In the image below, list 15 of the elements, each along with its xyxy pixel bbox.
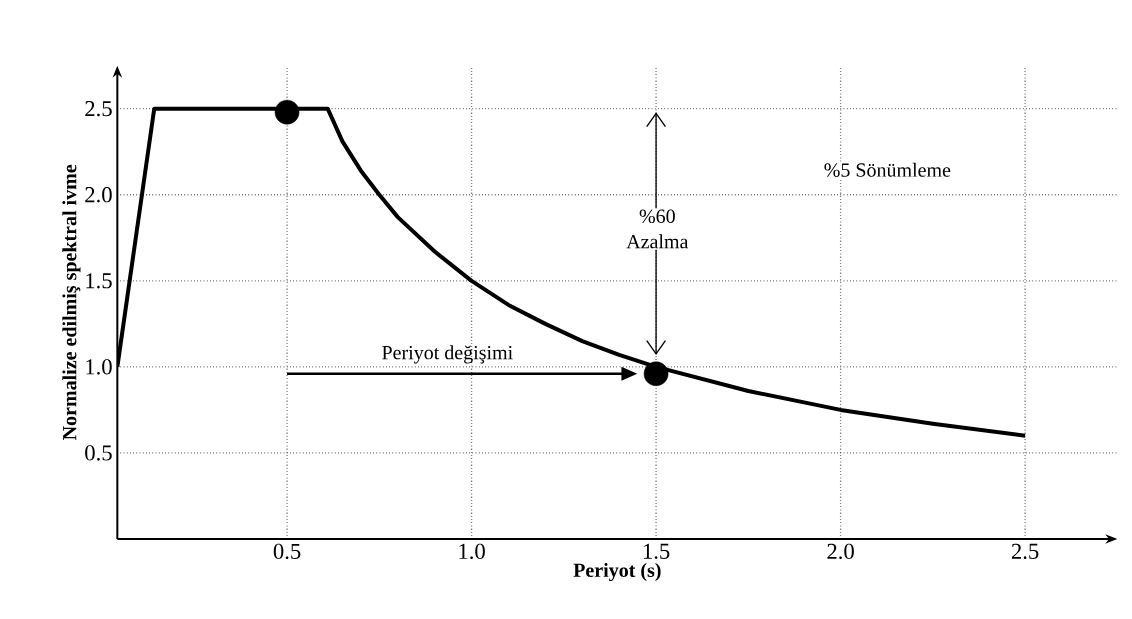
annotation: %60 Azalma	[626, 209, 689, 249]
y-tick-label: 0.5	[85, 445, 112, 461]
y-tick-label: 2.0	[85, 187, 112, 203]
x-tick-label: 0.5	[273, 543, 301, 560]
y-tick-label: 1.5	[86, 273, 112, 289]
annotation: %5 Sönümleme	[824, 162, 951, 177]
y-tick-label: 2.5	[85, 101, 112, 117]
x-tick-label: 2.0	[827, 543, 854, 560]
y-tick-label: 1.0	[86, 359, 112, 375]
x-tick-label: 2.5	[1011, 543, 1039, 560]
x-tick-label: 1.0	[459, 543, 485, 560]
annotation: Periyot değişimi	[382, 345, 513, 364]
x-tick-label: 1.5	[643, 543, 670, 559]
y-axis-title: Normalize edilmiş spektral ivme	[62, 164, 81, 440]
x-axis-title: Periyot (s)	[573, 562, 661, 582]
